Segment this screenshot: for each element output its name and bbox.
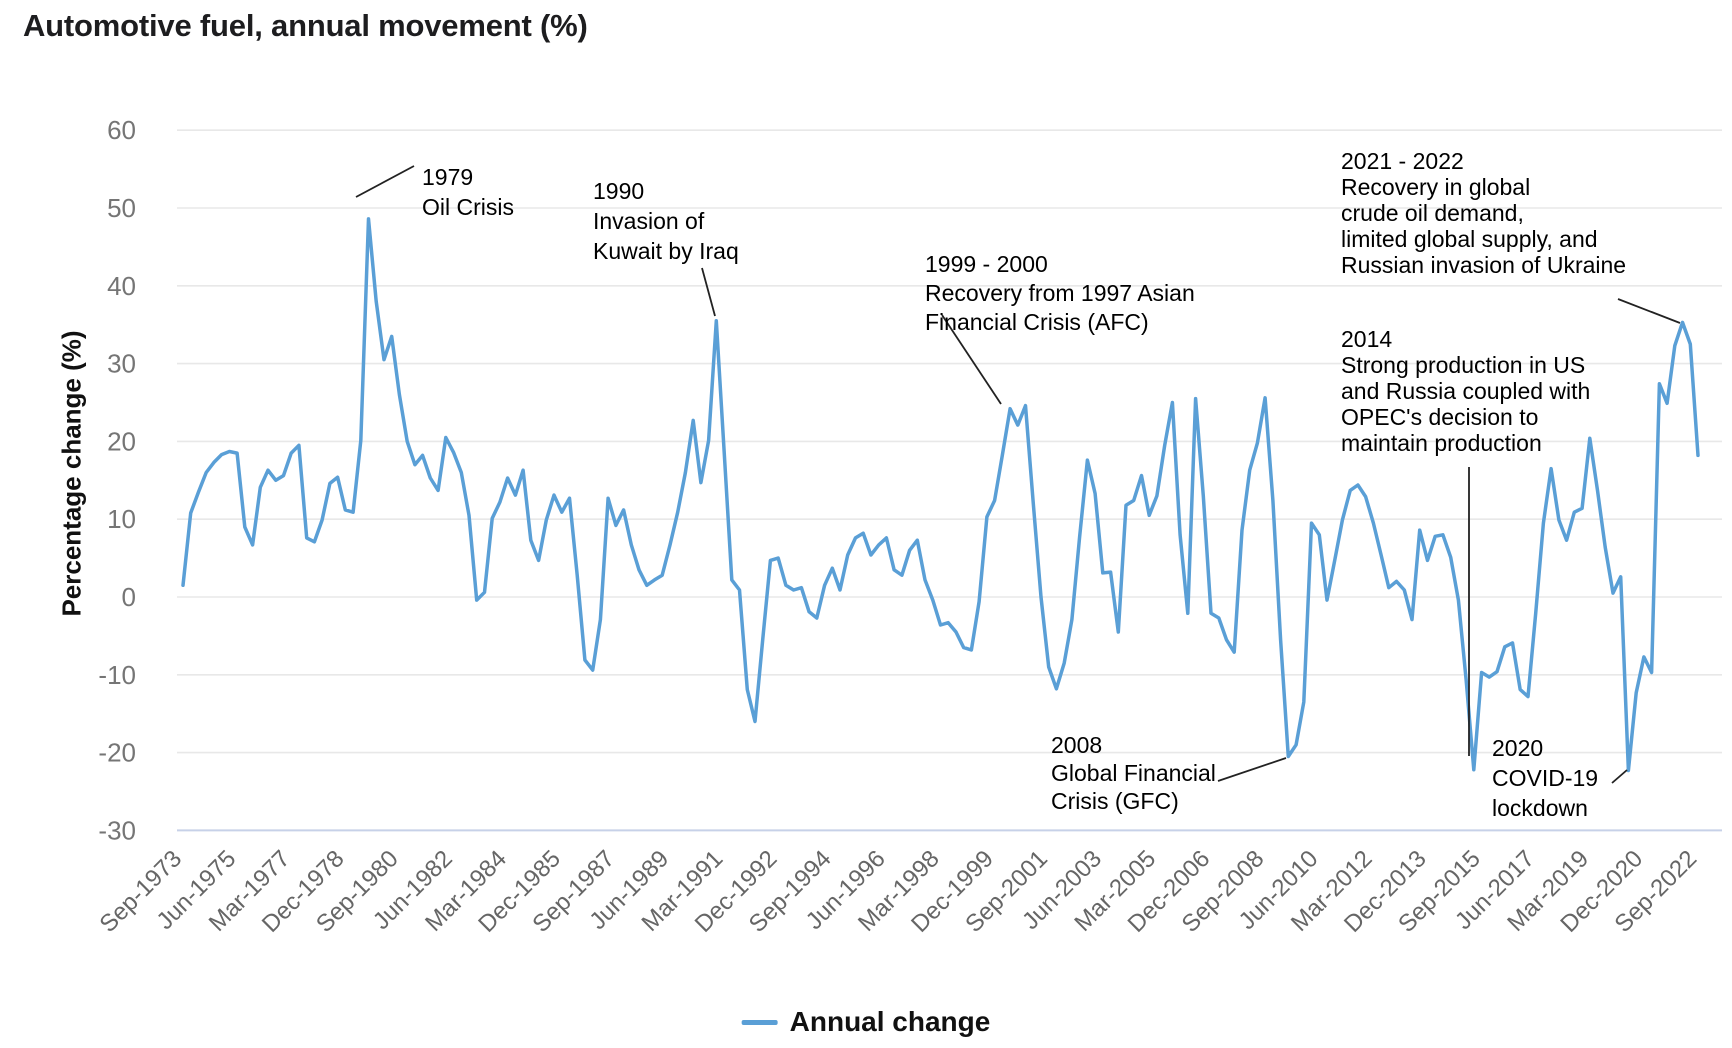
- legend-line-swatch: [741, 1019, 778, 1025]
- y-tick-label-30: 30: [107, 349, 136, 379]
- y-tick-label--20: -20: [98, 738, 136, 768]
- annotation-opec-2014: 2014 Strong production in US and Russia …: [1341, 326, 1591, 456]
- annotation-ukraine-2021-2022: 2021 - 2022 Recovery in global crude oil…: [1341, 148, 1627, 278]
- annotation-covid-2020: 2020 COVID-19 lockdown: [1492, 735, 1599, 821]
- y-tick-label-0: 0: [122, 582, 136, 612]
- y-tick-label-50: 50: [107, 193, 136, 223]
- leader-line-2021-2022: [1617, 298, 1681, 324]
- annotation-oil-crisis-1979: 1979 Oil Crisis: [422, 164, 514, 220]
- annotation-leader-lines: [355, 165, 1681, 784]
- legend: Annual change: [741, 1006, 991, 1038]
- leader-line-1990: [701, 267, 716, 317]
- y-tick-label--30: -30: [98, 815, 136, 845]
- y-tick-label-10: 10: [107, 504, 136, 534]
- legend-label: Annual change: [789, 1006, 991, 1037]
- leader-line-2008: [1217, 757, 1287, 782]
- y-tick-label-20: 20: [107, 426, 136, 456]
- y-tick-label-60: 60: [107, 115, 136, 145]
- y-axis-tick-labels: 60 50 40 30 20 10 0 -10 -20 -30: [98, 115, 136, 845]
- leader-line-2020: [1611, 769, 1628, 784]
- y-tick-label-40: 40: [107, 271, 136, 301]
- gridlines: [177, 129, 1722, 832]
- series-annual-change: [181, 217, 1700, 773]
- annotation-kuwait-1990: 1990 Invasion of Kuwait by Iraq: [593, 178, 739, 264]
- y-tick-label--10: -10: [98, 660, 136, 690]
- annotation-gfc-2008: 2008 Global Financial Crisis (GFC): [1051, 732, 1216, 814]
- annotation-afc-1999-2000: 1999 - 2000 Recovery from 1997 Asian Fin…: [925, 251, 1195, 335]
- x-axis-tick-labels: Sep-1973Jun-1975Mar-1977Dec-1978Sep-1980…: [95, 845, 1703, 938]
- leader-line-1979: [355, 165, 415, 198]
- chart-title: Automotive fuel, annual movement (%): [23, 8, 588, 43]
- annual-change-line: [181, 217, 1700, 773]
- leader-line-1999-2000: [941, 314, 1002, 405]
